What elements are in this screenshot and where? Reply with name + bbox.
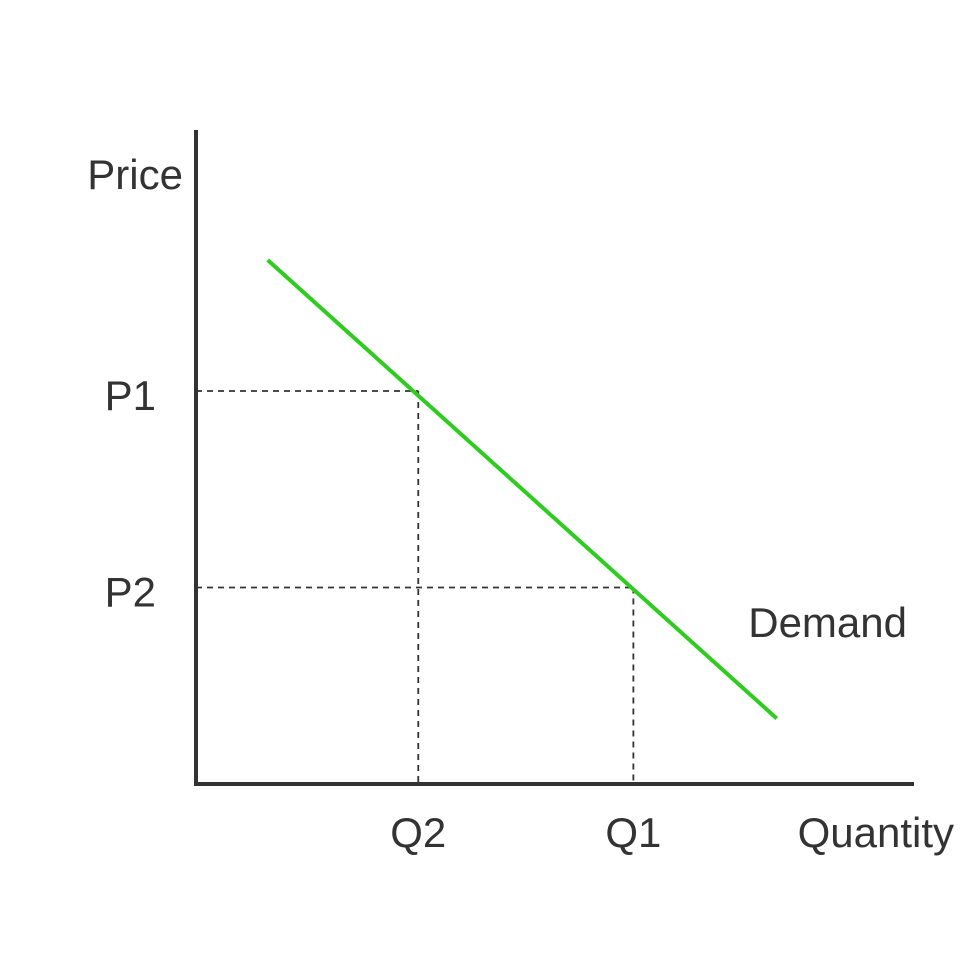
tick-labels: P1 Q2 P2 Q1 <box>105 372 662 856</box>
x-tick-label-q2: Q2 <box>390 809 446 856</box>
x-axis-label: Quantity <box>798 809 954 856</box>
reference-guides <box>196 390 635 784</box>
y-tick-label-p2: P2 <box>105 569 156 616</box>
demand-line <box>266 258 779 720</box>
x-tick-label-q1: Q1 <box>605 809 661 856</box>
y-tick-label-p1: P1 <box>105 372 156 419</box>
series-label-demand: Demand <box>748 599 907 646</box>
series-layer: Demand <box>266 258 907 720</box>
y-axis-label: Price <box>87 151 183 198</box>
